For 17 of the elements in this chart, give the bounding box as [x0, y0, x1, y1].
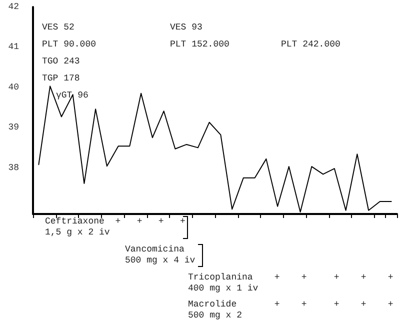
annotation: VES 93 — [170, 22, 202, 32]
text: Ceftriaxone + + + + 1,5 g x 2 iv — [45, 216, 186, 238]
annotation: PLT 90.000 — [42, 40, 96, 50]
annotation: PLT 242.000 — [281, 40, 340, 50]
text: Tricoplanina + + + + + 400 mg x 1 iv — [188, 272, 394, 294]
annotation: TGO 243 — [42, 56, 80, 66]
annotation: γGT 96 — [56, 90, 88, 100]
annotation: VES 52 — [42, 22, 74, 32]
y-tick-label: 41 — [8, 42, 19, 52]
y-tick-label: 40 — [8, 82, 19, 92]
y-tick-label: 39 — [8, 122, 19, 133]
annotation: PLT 152.000 — [170, 40, 230, 50]
text: Macrolide + + + + + 500 mg x 2 — [188, 300, 394, 320]
annotation: TGP 178 — [42, 74, 80, 84]
y-tick-label: 42 — [8, 2, 19, 12]
y-tick-label: 38 — [8, 162, 19, 173]
text: Vancomicina 500 mg x 4 iv — [125, 244, 196, 266]
